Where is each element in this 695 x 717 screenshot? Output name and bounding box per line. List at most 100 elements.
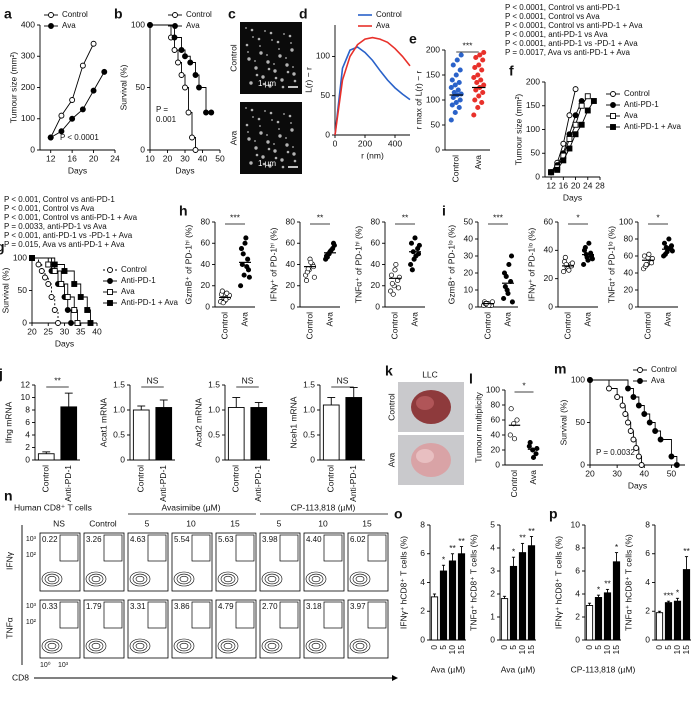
survival-step xyxy=(32,257,91,323)
y-tick-label: 0 xyxy=(375,301,380,311)
marker xyxy=(175,59,181,66)
data-point xyxy=(303,277,310,283)
image-speckle xyxy=(245,123,249,127)
marker xyxy=(71,281,78,287)
contour xyxy=(264,573,280,585)
x-tick-label: Control xyxy=(304,312,314,340)
x-tick-label: Control xyxy=(509,470,519,498)
bar xyxy=(250,407,268,461)
data-point xyxy=(569,260,575,266)
y-axis-label: Tumour size (mm²) xyxy=(8,52,18,124)
y-tick-label: 100 xyxy=(486,384,500,394)
x-tick-label: 30 xyxy=(60,326,70,336)
marker xyxy=(69,115,76,122)
y-tick-label: 100 xyxy=(571,374,585,384)
data-point xyxy=(388,288,394,294)
y-tick-label: 4 xyxy=(575,588,580,598)
significance: ** xyxy=(604,579,611,589)
image-speckle xyxy=(280,78,284,82)
y-tick-label: 60 xyxy=(544,216,554,226)
image-speckle xyxy=(285,63,289,67)
y-axis-label: IFNγ⁺ hCD8⁺ T cells (%) xyxy=(398,536,408,629)
data-point xyxy=(473,54,479,61)
x-tick-label: 24 xyxy=(583,180,593,190)
y-tick-label: 12 xyxy=(21,379,31,389)
data-point xyxy=(450,94,456,101)
marker xyxy=(172,12,178,18)
annotation: P = 0.0033, anti-PD-1 vs Ava xyxy=(4,222,107,231)
image-speckle xyxy=(286,150,290,154)
y-axis-label: Survival (%) xyxy=(0,267,10,313)
marker xyxy=(637,367,643,373)
x-tick-label: Control xyxy=(451,155,461,183)
marker xyxy=(652,428,659,434)
legend-label: Anti-PD-1 + Ava xyxy=(121,298,179,307)
y-tick-label: 0 xyxy=(628,301,633,311)
contour xyxy=(91,575,101,583)
x-axis-label: r (nm) xyxy=(361,150,384,160)
contour xyxy=(261,638,283,654)
data-point xyxy=(238,246,245,252)
y-tick-label: 1.5 xyxy=(113,379,125,389)
bar xyxy=(594,597,603,641)
marker xyxy=(48,12,54,18)
data-point xyxy=(408,261,414,268)
survival-step xyxy=(32,257,59,323)
marker xyxy=(625,419,631,426)
annotation: P < 0.001, Control vs anti-PD-1 xyxy=(4,195,115,204)
image-speckle xyxy=(264,30,266,32)
image-label: Control xyxy=(386,393,396,421)
marker xyxy=(55,320,61,326)
y-axis-label: TNFα⁺ hCD8⁺ T cells (%) xyxy=(468,534,478,631)
percentage: 3.86 xyxy=(174,602,190,611)
x-tick-label: Ava xyxy=(324,312,334,327)
legend-label: Ava xyxy=(624,111,638,120)
y-axis-label: Survival (%) xyxy=(558,399,568,445)
x-tick-label: 24 xyxy=(110,153,120,163)
contour xyxy=(217,638,239,654)
image-speckle xyxy=(267,147,271,151)
image-speckle xyxy=(283,113,285,115)
image-speckle xyxy=(268,164,272,168)
image-speckle xyxy=(252,36,254,38)
y-tick-label: 4 xyxy=(645,577,650,587)
contour xyxy=(217,571,239,587)
contour xyxy=(179,575,189,583)
y-tick-label: 0 xyxy=(120,454,125,464)
x-tick-label: 10 xyxy=(447,645,457,655)
contour xyxy=(41,571,63,587)
x-axis-label: Days xyxy=(175,165,194,175)
y-tick-label: 8 xyxy=(645,519,650,529)
column-label: 10 xyxy=(186,518,196,528)
x-tick-label: 15 xyxy=(611,645,621,655)
tumour-image xyxy=(416,449,434,463)
panel-label: p xyxy=(549,506,558,522)
y-tick-label: 80 xyxy=(201,216,211,226)
y-tick-label: 100 xyxy=(316,51,330,61)
image-speckle xyxy=(266,54,268,56)
data-point xyxy=(472,97,478,103)
data-point xyxy=(219,288,225,294)
image-speckle xyxy=(259,125,261,127)
y-tick-label: 0 xyxy=(22,317,27,327)
x-axis-label: Ava (µM) xyxy=(501,664,536,674)
y-tick-label: 20 xyxy=(491,444,501,454)
y-tick-label: 0 xyxy=(30,144,35,154)
contour xyxy=(173,638,195,654)
y-axis-label: Ifng mRNA xyxy=(3,401,13,443)
y-tick-label: 1.0 xyxy=(303,404,315,414)
y-tick-label: 0.5 xyxy=(208,429,220,439)
gate xyxy=(103,534,123,562)
contour xyxy=(267,575,277,583)
x-tick-label: 5 xyxy=(663,645,673,650)
marker xyxy=(35,261,42,268)
y-tick-label: 40 xyxy=(464,233,474,243)
legend-label: Ava xyxy=(376,21,390,30)
x-tick-label: Control xyxy=(41,465,51,493)
contour xyxy=(264,640,280,652)
significance: * xyxy=(676,588,680,598)
marker xyxy=(64,307,71,313)
percentage: 3.31 xyxy=(130,602,146,611)
marker xyxy=(622,411,629,417)
image-speckle xyxy=(262,162,266,166)
